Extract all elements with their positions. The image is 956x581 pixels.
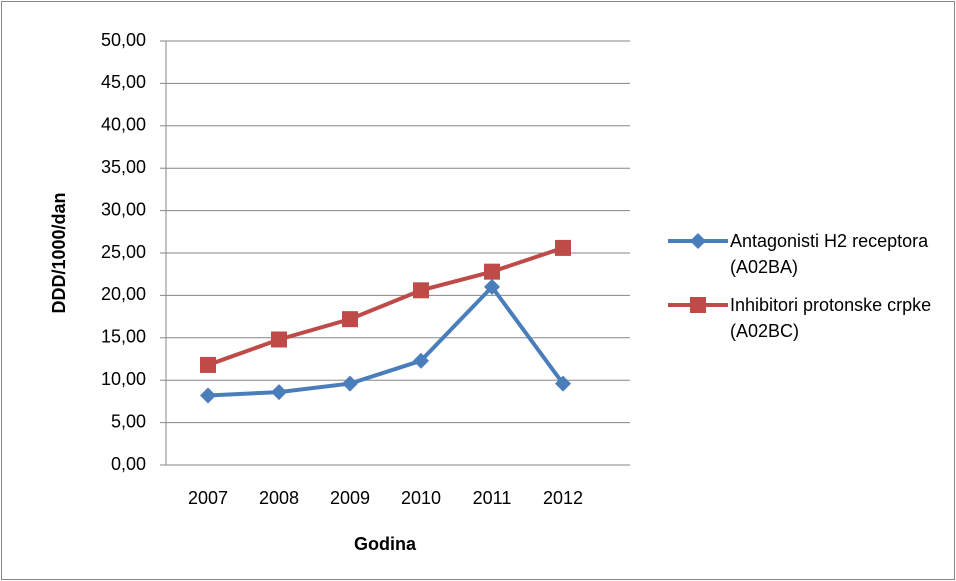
- x-tick-label: 2007: [188, 488, 228, 508]
- marker: [271, 384, 287, 401]
- marker: [271, 331, 287, 348]
- series-line: [207, 246, 564, 367]
- legend-swatch: [668, 297, 728, 313]
- y-tick-label: 35,00: [101, 157, 146, 177]
- y-tick-label: 45,00: [101, 72, 146, 92]
- y-axis-title: DDD/1000/dan: [49, 192, 69, 313]
- y-tick-label: 20,00: [101, 284, 146, 304]
- marker: [413, 352, 429, 369]
- marker: [413, 282, 429, 299]
- x-tick-label: 2012: [543, 488, 583, 508]
- marker: [690, 233, 706, 249]
- y-tick-label: 30,00: [101, 199, 146, 219]
- y-tick-label: 15,00: [101, 327, 146, 347]
- x-tick-label: 2011: [473, 488, 512, 508]
- x-axis-title: Godina: [354, 534, 417, 554]
- marker: [200, 387, 216, 404]
- legend-label: Antagonisti H2 receptora (A02BA): [730, 231, 929, 277]
- legend-label: Inhibitori protonske crpke (A02BC): [730, 295, 932, 341]
- series-line: [207, 283, 565, 398]
- marker: [484, 263, 500, 280]
- marker: [200, 356, 216, 373]
- y-tick-label: 25,00: [101, 242, 146, 262]
- y-tick-label: 5,00: [111, 411, 146, 431]
- y-tick-label: 40,00: [101, 115, 146, 135]
- x-tick-label: 2010: [401, 488, 441, 508]
- marker: [484, 278, 500, 295]
- legend-swatch: [668, 233, 728, 249]
- legend-entry: Inhibitori protonske crpke (A02BC): [668, 292, 950, 344]
- y-tick-label: 0,00: [111, 454, 146, 474]
- y-tick-label: 50,00: [101, 30, 146, 50]
- legend-entry: Antagonisti H2 receptora (A02BA): [668, 228, 950, 280]
- legend: Antagonisti H2 receptora (A02BA) Inhibito…: [668, 228, 956, 356]
- x-tick-label: 2009: [330, 488, 370, 508]
- marker: [342, 311, 358, 328]
- marker: [555, 375, 571, 392]
- marker: [690, 297, 706, 313]
- marker: [555, 239, 571, 256]
- marker: [342, 375, 358, 392]
- x-tick-label: 2008: [259, 488, 299, 508]
- y-tick-label: 10,00: [101, 369, 146, 389]
